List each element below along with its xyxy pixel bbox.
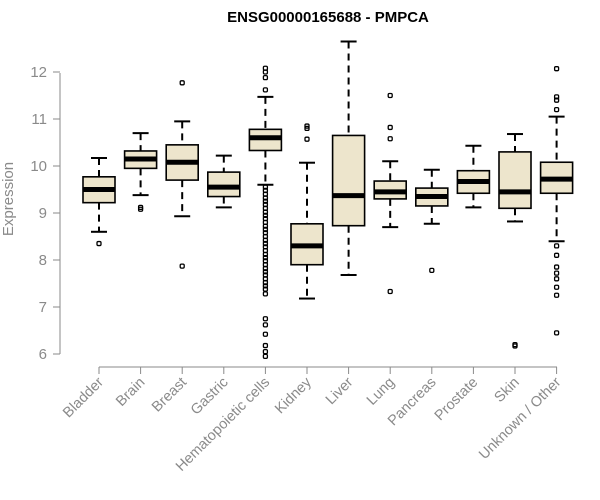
outlier-point bbox=[262, 322, 269, 328]
outlier-point bbox=[262, 226, 269, 233]
box-bladder bbox=[82, 157, 116, 247]
outlier-point bbox=[304, 136, 310, 142]
x-tick-label: Brain bbox=[113, 375, 148, 410]
outlier-point bbox=[262, 65, 269, 71]
outlier-point bbox=[553, 330, 560, 336]
y-tick-label: 7 bbox=[39, 299, 47, 316]
outlier-point bbox=[262, 184, 269, 190]
x-tick-label: Lung bbox=[364, 375, 398, 409]
outlier-point bbox=[553, 66, 560, 72]
outlier-point bbox=[262, 331, 269, 337]
outlier-point bbox=[304, 123, 310, 129]
box-brain bbox=[123, 132, 158, 212]
outlier-point bbox=[262, 286, 269, 292]
outlier-point bbox=[553, 292, 560, 298]
box-kidney bbox=[290, 123, 324, 300]
outlier-point bbox=[262, 240, 269, 247]
plot-area bbox=[82, 40, 574, 360]
outlier-point bbox=[262, 265, 269, 272]
outlier-point bbox=[387, 136, 393, 142]
box-gastric bbox=[207, 154, 241, 209]
y-tick-label: 9 bbox=[39, 205, 47, 222]
box-pancreas bbox=[414, 168, 449, 273]
outlier-point bbox=[553, 284, 560, 290]
x-tick-label: Liver bbox=[323, 374, 357, 408]
outlier-point bbox=[262, 195, 269, 201]
y-tick-label: 11 bbox=[31, 111, 47, 128]
iqr-box bbox=[498, 151, 532, 210]
x-tick-label: Breast bbox=[149, 375, 190, 416]
outlier-point bbox=[262, 348, 269, 355]
iqr-box bbox=[207, 171, 241, 198]
outlier-point bbox=[553, 94, 560, 100]
outlier-point bbox=[262, 269, 269, 275]
box-liver bbox=[331, 40, 366, 277]
outlier-point bbox=[262, 316, 269, 322]
outlier-point bbox=[96, 240, 102, 247]
outlier-point bbox=[553, 264, 560, 270]
y-tick-label: 12 bbox=[30, 64, 47, 81]
outlier-point bbox=[553, 97, 560, 103]
outlier-point bbox=[262, 212, 269, 219]
outlier-point bbox=[262, 353, 269, 360]
box-breast bbox=[165, 80, 199, 269]
outlier-point bbox=[262, 291, 269, 297]
box-lung bbox=[373, 92, 408, 295]
outlier-point bbox=[262, 254, 269, 261]
box-prostate bbox=[456, 144, 491, 209]
y-axis-ticks: 6 7 8 9 10 11 12 bbox=[30, 64, 60, 363]
box-hematopoietic-cells bbox=[248, 65, 283, 360]
outlier-point bbox=[262, 74, 269, 81]
y-axis-label: Expression bbox=[0, 162, 17, 236]
outlier-point bbox=[137, 204, 144, 211]
y-tick-label: 8 bbox=[39, 252, 47, 269]
outlier-point bbox=[262, 223, 269, 229]
outlier-point bbox=[179, 263, 185, 269]
y-tick-label: 6 bbox=[39, 346, 47, 363]
outlier-point bbox=[179, 80, 185, 86]
outlier-point bbox=[262, 283, 269, 289]
outlier-point bbox=[553, 106, 560, 113]
chart-title: ENSG00000165688 - PMPCA bbox=[227, 9, 429, 26]
outlier-point bbox=[262, 237, 269, 243]
outlier-point bbox=[262, 342, 269, 349]
x-tick-label: Prostate bbox=[432, 375, 481, 424]
box-unknown-other bbox=[539, 66, 574, 336]
outlier-point bbox=[387, 288, 393, 295]
outlier-point bbox=[262, 279, 269, 286]
outlier-point bbox=[553, 243, 560, 249]
outlier-point bbox=[262, 198, 269, 204]
iqr-box bbox=[331, 134, 366, 227]
outlier-point bbox=[553, 252, 560, 258]
outlier-point bbox=[553, 276, 560, 282]
outlier-point bbox=[429, 267, 435, 273]
outlier-point bbox=[262, 251, 269, 258]
outlier-point bbox=[304, 125, 310, 132]
y-tick-label: 10 bbox=[30, 158, 47, 175]
outlier-point bbox=[553, 270, 560, 276]
outlier-point bbox=[262, 209, 269, 215]
outlier-point bbox=[512, 343, 518, 349]
x-tick-label: Skin bbox=[492, 375, 523, 406]
box-skin bbox=[498, 133, 532, 349]
x-tick-label: Kidney bbox=[272, 374, 315, 417]
outlier-point bbox=[262, 87, 269, 93]
outlier-point bbox=[387, 124, 393, 131]
x-tick-label: Bladder bbox=[60, 374, 107, 421]
outlier-point bbox=[387, 92, 393, 99]
